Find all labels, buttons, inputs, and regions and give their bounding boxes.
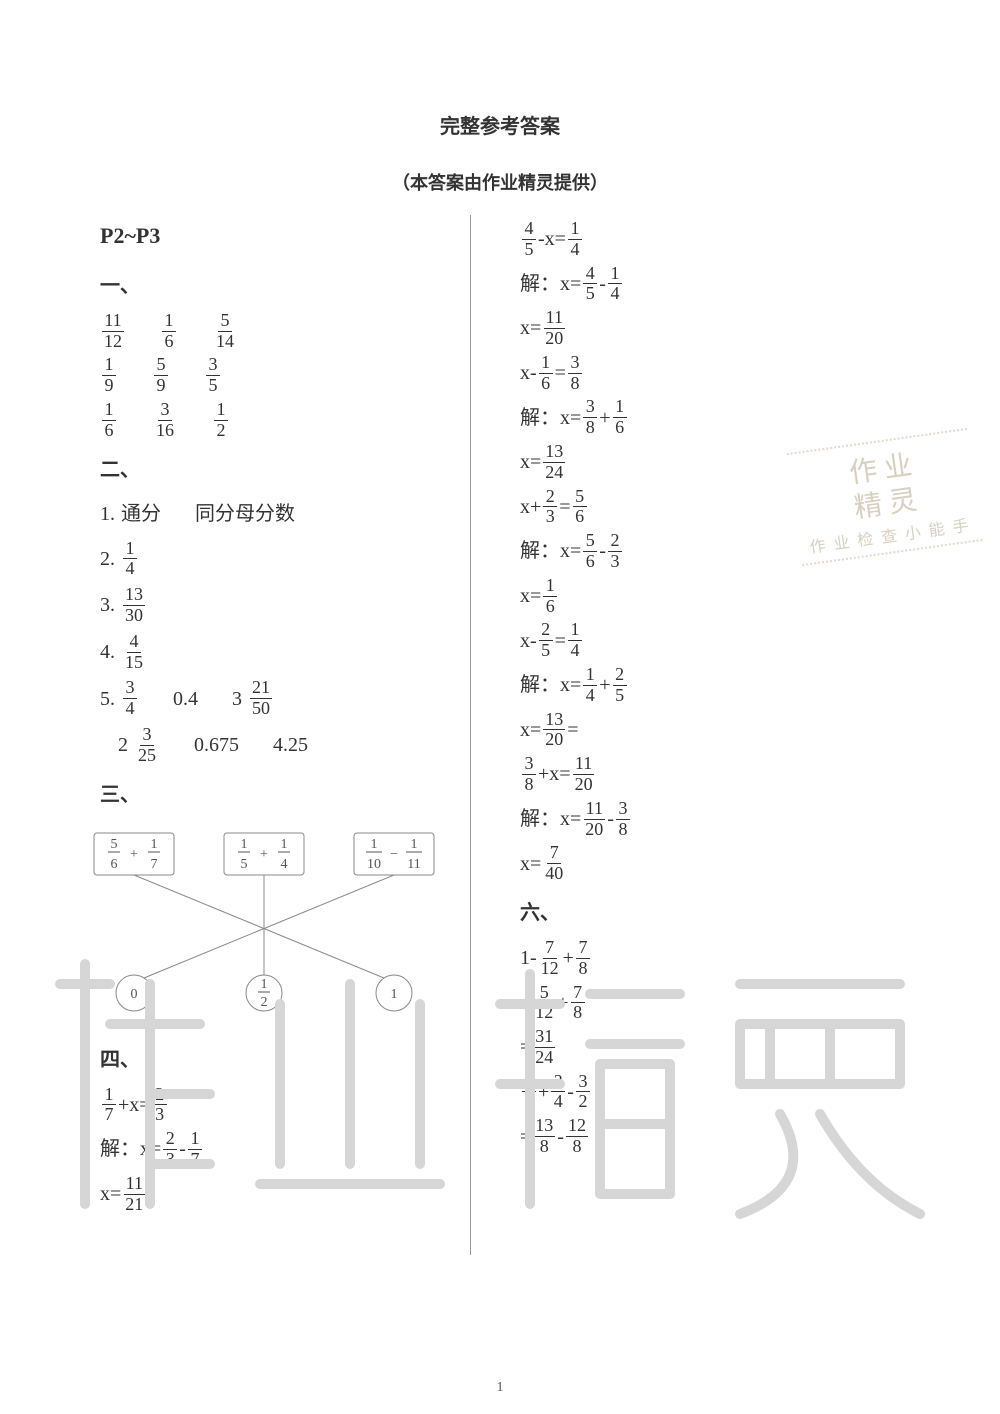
svg-text:+: + [130,847,138,862]
fraction: 2150 [250,678,272,719]
q4: 4. 415 [100,632,480,673]
grid-row-1: 1112 16 514 [100,311,480,352]
eqC-line3: x= 1324 [520,442,910,483]
p2-line1: 78 + 34 - 32 [520,1072,910,1113]
p1-line3: = 3124 [520,1027,910,1068]
fraction: 59 [154,355,168,396]
fraction: 16 [102,400,116,441]
eqB-line2: 解：x= 45 - 14 [520,264,910,305]
svg-text:5: 5 [111,837,118,852]
svg-text:2: 2 [261,995,268,1010]
page-title: 完整参考答案 [0,0,1000,139]
fraction: 16 [162,311,176,352]
svg-text:1: 1 [391,987,398,1002]
eqE-line2: 解：x= 14 + 25 [520,665,910,706]
section-1-label: 一、 [100,267,480,305]
eqA-line3: x= 1121 [100,1174,480,1215]
q5a: 5. 34 0.4 3 2150 [100,678,480,719]
matching-diagram: 5 6 + 1 7 1 5 + 1 4 1 [84,828,480,1031]
eqF-line2: 解：x= 1120 - 38 [520,799,910,840]
section-3-label: 三、 [100,776,480,814]
column-divider [470,215,471,1255]
q1: 1. 通分 同分母分数 [100,495,480,533]
eqA-line1: 17 +x= 23 [100,1085,480,1126]
q5b: 2 325 0.675 4.25 [118,725,480,766]
p1-line2: = 512 + 78 [520,983,910,1024]
eqF-line3: x= 740 [520,843,910,884]
fraction: 1112 [102,311,124,352]
eqA-line2: 解：x= 23 - 17 [100,1129,480,1170]
svg-text:7: 7 [151,857,158,872]
svg-text:−: − [390,847,398,862]
section-4-label: 四、 [100,1041,480,1079]
fraction: 14 [123,539,137,580]
svg-text:1: 1 [241,837,248,852]
fraction: 19 [102,355,116,396]
content-columns: P2~P3 一、 1112 16 514 19 59 35 16 316 12 … [90,215,910,1218]
eqD-line1: x+ 23 = 56 [520,487,910,528]
svg-text:6: 6 [111,857,118,872]
eqC-line2: 解：x= 38 + 16 [520,397,910,438]
svg-text:0: 0 [131,987,138,1002]
section-6-label: 六、 [520,894,910,932]
eqC-line1: x- 16 = 38 [520,353,910,394]
eqE-line3: x= 1320 = [520,710,910,751]
eqD-line2: 解：x= 56 - 23 [520,531,910,572]
grid-row-3: 16 316 12 [100,400,480,441]
svg-text:4: 4 [281,857,288,872]
fraction: 415 [123,632,145,673]
eqF-line1: 38 +x= 1120 [520,754,910,795]
eqD-line3: x= 16 [520,576,910,617]
q3: 3. 1330 [100,585,480,626]
svg-text:+: + [260,847,268,862]
svg-text:11: 11 [407,857,420,872]
q2: 2. 14 [100,539,480,580]
left-column: P2~P3 一、 1112 16 514 19 59 35 16 316 12 … [90,215,480,1218]
p2-line2: = 138 - 128 [520,1116,910,1157]
section-2-label: 二、 [100,451,480,489]
page-subtitle: （本答案由作业精灵提供） [0,169,1000,195]
grid-row-2: 19 59 35 [100,355,480,396]
svg-text:1: 1 [371,837,378,852]
fraction: 35 [206,355,220,396]
fraction: 1330 [123,585,145,626]
eqE-line1: x- 25 = 14 [520,620,910,661]
svg-text:1: 1 [261,977,268,992]
right-column: 45 -x= 14 解：x= 45 - 14 x= 1120 x- 16 = 3… [480,215,910,1218]
page-number: 1 [497,1380,504,1396]
svg-text:1: 1 [281,837,288,852]
svg-text:1: 1 [151,837,158,852]
eqB-line3: x= 1120 [520,308,910,349]
fraction: 34 [123,678,137,719]
fraction: 12 [214,400,228,441]
svg-text:1: 1 [411,837,418,852]
fraction: 325 [136,725,158,766]
svg-text:10: 10 [367,857,381,872]
fraction: 316 [154,400,176,441]
svg-text:5: 5 [241,857,248,872]
heading-pages: P2~P3 [100,215,480,257]
eqB-line1: 45 -x= 14 [520,219,910,260]
fraction: 514 [214,311,236,352]
p1-line1: 1- 712 + 78 [520,938,910,979]
